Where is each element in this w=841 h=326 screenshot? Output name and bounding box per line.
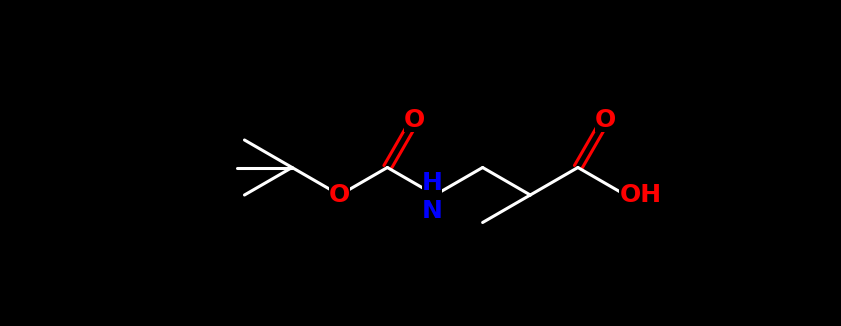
Text: O: O <box>329 183 351 207</box>
Text: H
N: H N <box>421 171 442 223</box>
Text: OH: OH <box>620 183 662 207</box>
Text: O: O <box>595 108 616 132</box>
Text: O: O <box>405 108 426 132</box>
